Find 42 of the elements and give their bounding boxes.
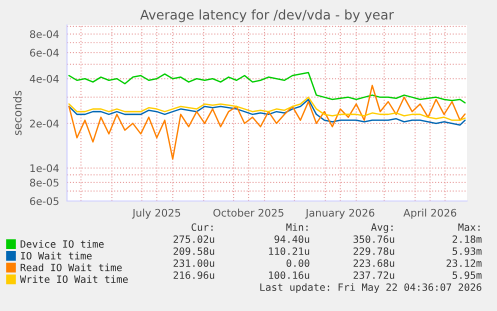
text: 5.93m [452,247,482,255]
line-series [68,84,466,160]
text: Avg: [371,223,393,233]
y-tick-label: 4e-04 [30,74,59,83]
line-series [68,96,466,121]
legend-label: Read IO Wait time [20,264,122,272]
text: 350.76u [354,235,394,243]
text: 94.40u [274,235,310,243]
text: Cur: [192,223,213,231]
text: Max: [458,223,480,231]
y-tick-label: 6e-05 [30,197,58,206]
text: 2.18m [452,235,482,243]
y-tick-label: 6e-04 [30,48,59,57]
text: 216.96u [174,271,214,279]
text: 209.58u [174,247,214,255]
y-tick-label: 8e-04 [30,30,59,38]
line-series [68,98,466,126]
text: 0.00 [286,259,310,267]
line-series [68,72,466,104]
x-tick-label: January 2026 [305,208,374,219]
text: 23.12m [446,259,482,267]
y-axis-title: seconds [13,90,22,136]
text: 100.16u [269,271,310,279]
x-tick-label: October 2025 [213,208,284,217]
text: 275.02u [174,235,214,243]
text: Last update: Fri May 22 04:36:07 2026 [260,283,482,293]
legend-label: Write IO Wait time [20,275,128,283]
y-tick-label: 8e-05 [30,178,58,187]
text: Min: [286,223,308,231]
text: 231.00u [174,259,214,267]
text: 5.95m [452,271,482,279]
text: 223.68u [354,259,394,267]
legend-label: Device IO time [20,240,104,248]
x-tick-label: July 2025 [132,208,180,219]
y-tick-label: 2e-04 [30,120,59,128]
text: 229.78u [354,247,394,255]
legend-label: IO Wait time [20,252,92,260]
y-tick-label: 1e-04 [30,164,59,172]
chart-title: Average latency for /dev/vda - by year [140,9,394,22]
text: 110.21u [269,247,310,255]
x-tick-label: April 2026 [403,208,456,219]
text: 237.72u [354,271,394,279]
